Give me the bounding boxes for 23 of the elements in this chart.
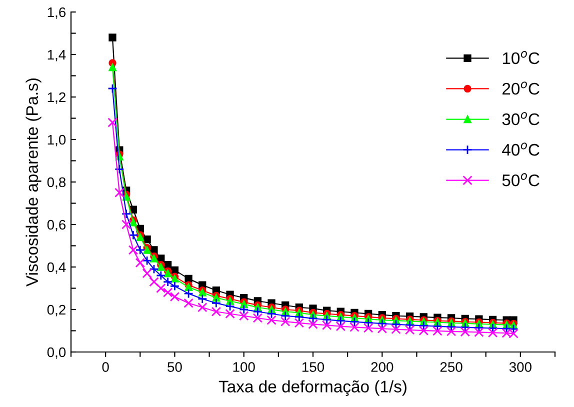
legend-label: 40$^{o}$C (502, 142, 540, 156)
y-tick-label: 0,4 (47, 262, 66, 274)
y-tick-label: 0,8 (47, 177, 66, 189)
y-tick-label: 0,6 (47, 220, 66, 232)
x-tick-label: 150 (302, 362, 324, 372)
legend-label: 30$^{o}$C (502, 112, 540, 126)
x-tick-label: 100 (233, 362, 255, 372)
legend-label: 10$^{o}$C (502, 51, 540, 64)
y-tick-label: 1,2 (48, 92, 66, 104)
y-tick-label: 1,4 (48, 50, 66, 62)
x-tick-label: 250 (440, 362, 462, 372)
y-tick-label: 0,0 (47, 347, 66, 359)
x-axis-title: Taxa de deformação (1/s) (218, 380, 406, 396)
x-tick-label: 300 (509, 362, 532, 372)
x-tick-label: 200 (371, 362, 394, 372)
legend-label: 50$^{o}$C (502, 173, 540, 186)
x-tick-label: 0 (102, 362, 109, 372)
y-tick-label: 0,2 (47, 304, 66, 316)
y-tick-label: 1,6 (48, 7, 66, 19)
y-tick-label: 1,0 (48, 134, 66, 146)
x-tick-label: 50 (168, 362, 182, 372)
y-axis-title: Viscosidade aparente (Pa.s) (26, 78, 42, 286)
legend-label: 20$^{o}$C (502, 82, 540, 95)
